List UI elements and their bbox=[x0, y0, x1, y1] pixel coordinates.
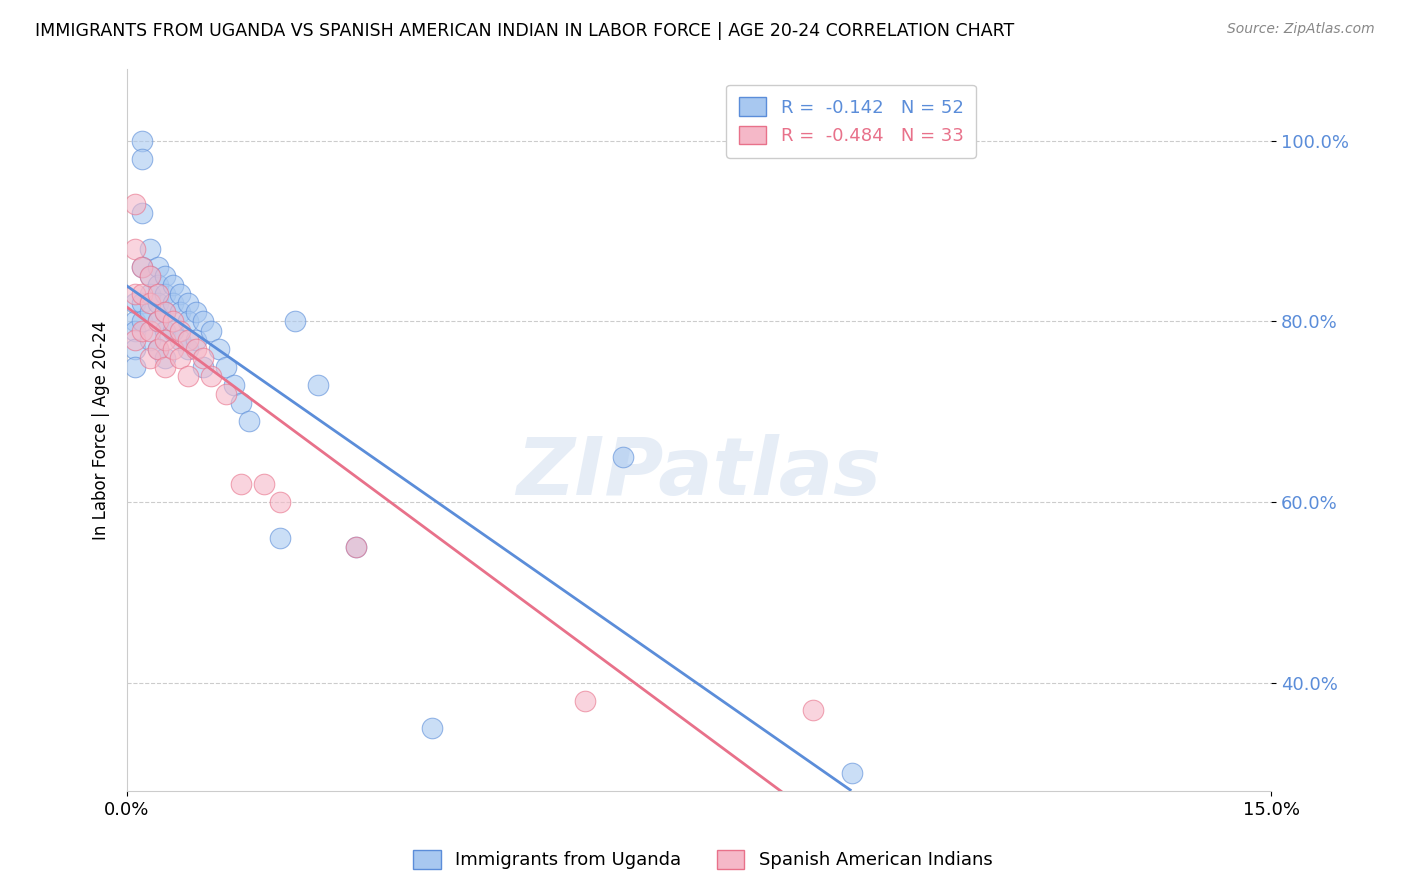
Point bbox=[139, 287, 162, 301]
Point bbox=[131, 324, 153, 338]
Point bbox=[803, 703, 825, 717]
Point bbox=[177, 368, 200, 383]
Point bbox=[574, 694, 596, 708]
Text: ZIPatlas: ZIPatlas bbox=[516, 434, 882, 512]
Point bbox=[139, 333, 162, 347]
Point bbox=[124, 197, 146, 211]
Point bbox=[124, 242, 146, 256]
Point bbox=[146, 278, 169, 293]
Point bbox=[139, 296, 162, 310]
Point bbox=[215, 359, 238, 374]
Point bbox=[131, 287, 153, 301]
Point bbox=[162, 278, 184, 293]
Point bbox=[139, 351, 162, 365]
Point bbox=[184, 333, 207, 347]
Point bbox=[153, 324, 176, 338]
Point bbox=[146, 260, 169, 275]
Point bbox=[146, 296, 169, 310]
Text: IMMIGRANTS FROM UGANDA VS SPANISH AMERICAN INDIAN IN LABOR FORCE | AGE 20-24 COR: IMMIGRANTS FROM UGANDA VS SPANISH AMERIC… bbox=[35, 22, 1014, 40]
Point bbox=[139, 305, 162, 319]
Point bbox=[177, 296, 200, 310]
Point bbox=[153, 333, 176, 347]
Point bbox=[200, 324, 222, 338]
Point bbox=[131, 260, 153, 275]
Point bbox=[139, 324, 162, 338]
Text: Source: ZipAtlas.com: Source: ZipAtlas.com bbox=[1227, 22, 1375, 37]
Point bbox=[344, 541, 367, 555]
Point bbox=[193, 351, 215, 365]
Point bbox=[222, 377, 245, 392]
Y-axis label: In Labor Force | Age 20-24: In Labor Force | Age 20-24 bbox=[93, 320, 110, 540]
Point bbox=[124, 287, 146, 301]
Point bbox=[177, 314, 200, 328]
Point bbox=[269, 495, 291, 509]
Point bbox=[139, 269, 162, 284]
Point bbox=[344, 541, 367, 555]
Point bbox=[153, 351, 176, 365]
Point bbox=[169, 324, 191, 338]
Point bbox=[307, 377, 329, 392]
Legend: Immigrants from Uganda, Spanish American Indians: Immigrants from Uganda, Spanish American… bbox=[405, 841, 1001, 879]
Point bbox=[231, 477, 253, 491]
Point bbox=[162, 324, 184, 338]
Point bbox=[612, 450, 634, 464]
Point bbox=[131, 206, 153, 220]
Point bbox=[153, 287, 176, 301]
Point bbox=[131, 134, 153, 148]
Point bbox=[841, 766, 863, 780]
Point bbox=[284, 314, 307, 328]
Point bbox=[139, 242, 162, 256]
Legend: R =  -0.142   N = 52, R =  -0.484   N = 33: R = -0.142 N = 52, R = -0.484 N = 33 bbox=[727, 85, 976, 158]
Point bbox=[177, 333, 200, 347]
Point bbox=[162, 296, 184, 310]
Point bbox=[169, 351, 191, 365]
Point bbox=[169, 305, 191, 319]
Point bbox=[184, 342, 207, 356]
Point bbox=[139, 269, 162, 284]
Point bbox=[124, 359, 146, 374]
Point bbox=[131, 314, 153, 328]
Point bbox=[269, 532, 291, 546]
Point bbox=[153, 359, 176, 374]
Point bbox=[169, 287, 191, 301]
Point bbox=[215, 386, 238, 401]
Point bbox=[153, 305, 176, 319]
Point bbox=[124, 314, 146, 328]
Point bbox=[146, 314, 169, 328]
Point bbox=[146, 342, 169, 356]
Point bbox=[420, 721, 443, 735]
Point bbox=[169, 333, 191, 347]
Point bbox=[238, 414, 260, 428]
Point bbox=[200, 368, 222, 383]
Point bbox=[153, 269, 176, 284]
Point bbox=[146, 287, 169, 301]
Point bbox=[146, 342, 169, 356]
Point bbox=[131, 296, 153, 310]
Point bbox=[253, 477, 276, 491]
Point bbox=[131, 260, 153, 275]
Point bbox=[124, 324, 146, 338]
Point bbox=[153, 305, 176, 319]
Point bbox=[231, 396, 253, 410]
Point bbox=[131, 152, 153, 166]
Point bbox=[124, 333, 146, 347]
Point bbox=[124, 296, 146, 310]
Point bbox=[162, 342, 184, 356]
Point bbox=[162, 314, 184, 328]
Point bbox=[184, 305, 207, 319]
Point bbox=[207, 342, 229, 356]
Point bbox=[177, 342, 200, 356]
Point bbox=[193, 359, 215, 374]
Point bbox=[193, 314, 215, 328]
Point bbox=[124, 342, 146, 356]
Point bbox=[146, 314, 169, 328]
